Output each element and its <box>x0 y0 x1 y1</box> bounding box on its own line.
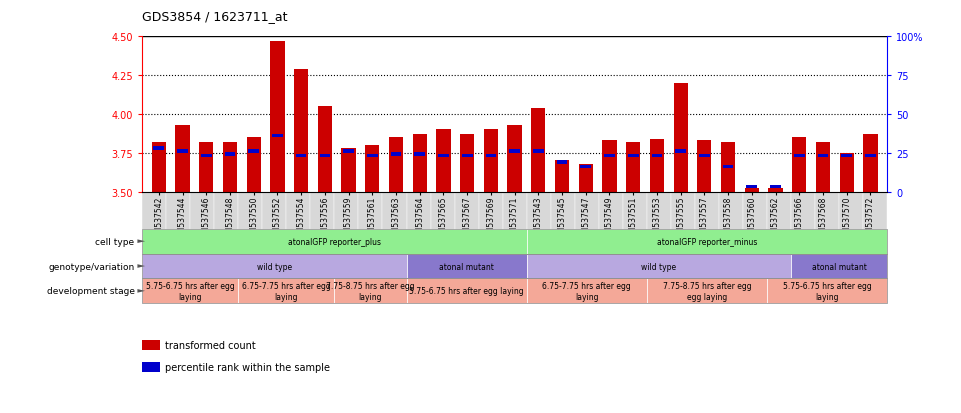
Bar <box>270 42 284 192</box>
Bar <box>225 153 235 157</box>
Bar <box>507 126 522 192</box>
Bar <box>721 142 735 192</box>
Bar <box>296 154 307 158</box>
Bar <box>248 150 259 153</box>
Text: transformed count: transformed count <box>165 340 256 350</box>
Text: 5.75-6.75 hrs after egg laying: 5.75-6.75 hrs after egg laying <box>409 287 524 296</box>
Bar <box>745 189 759 192</box>
Bar <box>603 141 617 192</box>
Bar <box>247 138 260 192</box>
Bar <box>177 150 188 153</box>
Bar <box>840 153 853 192</box>
Bar <box>460 135 475 192</box>
Bar <box>223 142 237 192</box>
Bar <box>652 154 662 158</box>
Text: 6.75-7.75 hrs after egg
laying: 6.75-7.75 hrs after egg laying <box>242 282 331 301</box>
Bar <box>792 138 806 192</box>
Bar <box>818 154 828 158</box>
Text: cell type: cell type <box>95 237 135 246</box>
Bar <box>604 154 615 158</box>
Text: atonalGFP reporter_minus: atonalGFP reporter_minus <box>656 237 757 246</box>
Bar <box>816 142 830 192</box>
Bar <box>533 150 544 153</box>
Text: wild type: wild type <box>641 262 677 271</box>
Bar <box>365 145 380 192</box>
Bar <box>747 185 757 189</box>
Bar <box>627 142 640 192</box>
Text: 5.75-6.75 hrs after egg
laying: 5.75-6.75 hrs after egg laying <box>782 282 872 301</box>
Bar <box>294 70 308 192</box>
Bar <box>865 154 875 158</box>
Bar <box>201 154 211 158</box>
Text: atonalGFP reporter_plus: atonalGFP reporter_plus <box>288 237 381 246</box>
Bar <box>863 135 877 192</box>
Bar <box>579 164 593 192</box>
Bar <box>462 154 473 158</box>
Bar <box>319 154 331 158</box>
Bar <box>176 126 189 192</box>
Bar <box>723 165 733 169</box>
Text: 7.75-8.75 hrs after egg
egg laying: 7.75-8.75 hrs after egg egg laying <box>662 282 752 301</box>
Bar <box>389 138 403 192</box>
Bar <box>580 165 591 169</box>
Bar <box>154 147 164 150</box>
Text: percentile rank within the sample: percentile rank within the sample <box>165 363 331 373</box>
Bar <box>769 189 782 192</box>
Bar <box>199 142 213 192</box>
Bar <box>272 135 283 138</box>
Text: wild type: wild type <box>257 262 292 271</box>
Text: 5.75-6.75 hrs after egg
laying: 5.75-6.75 hrs after egg laying <box>146 282 234 301</box>
Text: 6.75-7.75 hrs after egg
laying: 6.75-7.75 hrs after egg laying <box>542 282 631 301</box>
Text: genotype/variation: genotype/variation <box>48 262 135 271</box>
Bar <box>438 154 449 158</box>
Text: atonal mutant: atonal mutant <box>811 262 867 271</box>
Bar <box>698 141 711 192</box>
Bar <box>699 154 710 158</box>
Bar <box>318 107 332 192</box>
Bar <box>554 161 569 192</box>
Bar <box>676 150 686 153</box>
Bar <box>770 185 781 189</box>
Bar <box>485 154 496 158</box>
Bar <box>483 130 498 192</box>
Bar <box>341 149 356 192</box>
Bar <box>509 150 520 153</box>
Bar <box>650 140 664 192</box>
Bar <box>841 154 852 158</box>
Text: atonal mutant: atonal mutant <box>439 262 494 271</box>
Bar <box>412 135 427 192</box>
Bar <box>794 154 804 158</box>
Bar <box>556 161 567 164</box>
Bar <box>531 108 546 192</box>
Text: development stage: development stage <box>46 287 135 296</box>
Bar <box>414 153 425 157</box>
Bar <box>628 154 638 158</box>
Bar <box>436 130 451 192</box>
Bar <box>152 142 166 192</box>
Text: GDS3854 / 1623711_at: GDS3854 / 1623711_at <box>142 10 287 23</box>
Bar <box>343 150 354 153</box>
Text: 7.75-8.75 hrs after egg
laying: 7.75-8.75 hrs after egg laying <box>326 282 415 301</box>
Bar <box>367 154 378 158</box>
Bar <box>391 153 402 157</box>
Bar <box>674 83 688 192</box>
